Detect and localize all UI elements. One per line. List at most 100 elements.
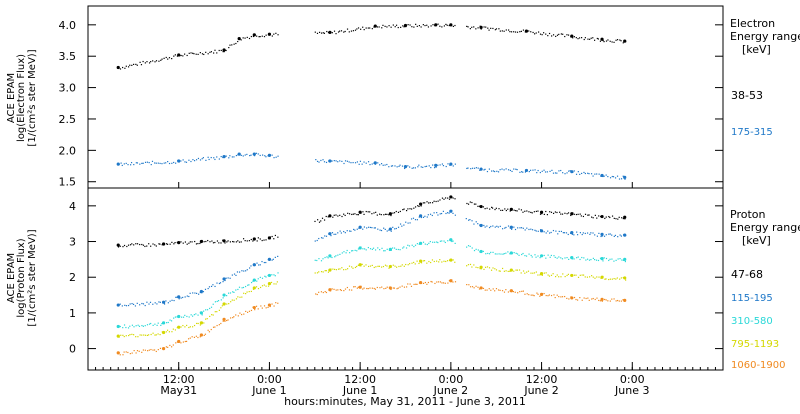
- proton-trace-dot: [180, 342, 182, 344]
- proton-trace-dot: [509, 253, 511, 255]
- electron-trace-dot: [275, 32, 277, 34]
- proton-trace-dot: [604, 278, 606, 280]
- proton-trace-dot: [469, 219, 471, 221]
- proton-trace-dot: [331, 256, 333, 259]
- proton-trace-dot: [609, 233, 611, 235]
- proton-trace-dot: [445, 260, 447, 263]
- electron-trace-dot: [325, 161, 328, 164]
- electron-trace-dot: [323, 32, 326, 34]
- proton-trace-dot: [150, 333, 152, 336]
- electron-trace-dot: [564, 35, 566, 38]
- electron-trace-dot: [528, 170, 530, 173]
- electron-trace-dot: [578, 37, 581, 39]
- proton-trace-dot: [490, 289, 492, 291]
- electron-y-label: ACE EPAM log(Electron Flux) [1/(cm²s ste…: [6, 49, 38, 146]
- proton-y-tick-label: 4: [69, 200, 76, 213]
- proton-trace-dot: [483, 224, 485, 227]
- proton-trace-dot: [212, 242, 215, 244]
- proton-trace-dot: [592, 217, 594, 219]
- electron-trace-dot: [269, 34, 271, 36]
- electron-trace-dot: [435, 166, 437, 168]
- proton-trace-dot: [320, 291, 323, 293]
- electron-trace-dot: [354, 162, 357, 164]
- proton-trace-dot: [259, 286, 262, 289]
- proton-legend-title-1: Proton: [730, 208, 765, 221]
- proton-trace-dot: [410, 285, 413, 287]
- proton-trace-dot: [122, 327, 124, 329]
- proton-trace-dot: [399, 286, 401, 288]
- proton-trace-dot: [549, 256, 551, 258]
- proton-trace-dot: [392, 212, 394, 214]
- proton-trace-dot: [582, 232, 584, 234]
- proton-trace-dot: [499, 289, 501, 291]
- proton-trace-dot: [197, 314, 199, 316]
- proton-trace-dot: [400, 265, 402, 267]
- proton-trace-dot: [318, 221, 321, 223]
- proton-trace-dot: [191, 326, 194, 328]
- proton-trace-dot: [379, 229, 381, 231]
- proton-trace-dot: [471, 220, 473, 222]
- electron-trace-dot: [588, 173, 590, 175]
- proton-trace-dot: [398, 265, 400, 268]
- proton-trace-dot: [330, 235, 332, 237]
- electron-trace-dot: [118, 163, 120, 166]
- proton-trace-dot: [611, 298, 613, 300]
- electron-y-label-line-2: log(Electron Flux): [16, 54, 27, 142]
- proton-trace-dot: [360, 227, 362, 229]
- electron-trace-dot: [418, 24, 420, 27]
- proton-legend-item: 310-580: [731, 316, 773, 327]
- electron-trace-dot: [537, 31, 540, 33]
- proton-trace-dot: [231, 274, 233, 276]
- electron-trace-dot: [515, 168, 517, 170]
- electron-trace-dot: [450, 164, 452, 166]
- proton-trace-dot: [488, 288, 490, 290]
- proton-trace-dot: [537, 274, 539, 276]
- proton-trace-dot: [141, 302, 143, 305]
- electron-trace-dot: [597, 38, 599, 40]
- proton-trace-dot: [340, 232, 342, 234]
- proton-trace-dot: [413, 283, 415, 286]
- proton-trace-dot: [494, 268, 496, 270]
- proton-trace-dot: [515, 252, 517, 254]
- proton-trace-dot: [315, 293, 317, 295]
- proton-trace-dot: [165, 300, 167, 302]
- electron-trace-dot: [609, 177, 612, 179]
- electron-trace-dot: [374, 24, 377, 26]
- electron-trace-dot: [479, 169, 481, 171]
- proton-legend-title-2: Energy range: [730, 221, 800, 234]
- proton-trace-dot: [252, 264, 255, 266]
- proton-trace-dot: [454, 214, 456, 216]
- electron-trace-dot: [400, 26, 402, 28]
- proton-trace-dot: [153, 349, 156, 351]
- proton-trace-dot: [209, 315, 211, 318]
- electron-trace-dot: [562, 172, 564, 174]
- proton-trace-dot: [492, 251, 494, 253]
- proton-trace-dot: [554, 211, 557, 213]
- proton-trace-dot: [502, 209, 504, 211]
- electron-trace-dot: [314, 31, 316, 33]
- electron-trace-dot: [469, 28, 471, 30]
- proton-trace-dot: [414, 244, 417, 246]
- electron-trace-dot: [619, 39, 621, 41]
- electron-trace-dot: [603, 41, 605, 43]
- proton-trace-dot: [426, 283, 428, 285]
- proton-trace-dot: [576, 231, 578, 233]
- electron-trace-dot: [165, 162, 167, 164]
- proton-trace-dot: [552, 229, 555, 232]
- proton-trace-dot: [250, 281, 253, 284]
- proton-trace-dot: [362, 228, 364, 230]
- proton-trace-dot: [205, 240, 207, 243]
- electron-trace-dot: [320, 159, 322, 162]
- proton-trace-dot: [554, 275, 557, 278]
- proton-trace-dot: [505, 226, 507, 229]
- electron-trace-dot: [537, 169, 539, 172]
- electron-trace-dot: [545, 33, 547, 35]
- proton-trace-dot: [428, 260, 430, 263]
- proton-trace-dot: [275, 302, 277, 304]
- proton-trace-dot: [246, 240, 248, 242]
- proton-trace-dot: [125, 305, 128, 307]
- proton-trace-dot: [617, 218, 619, 220]
- proton-trace-dot: [220, 299, 222, 301]
- proton-trace-dot: [575, 213, 578, 216]
- electron-trace-dot: [547, 35, 549, 37]
